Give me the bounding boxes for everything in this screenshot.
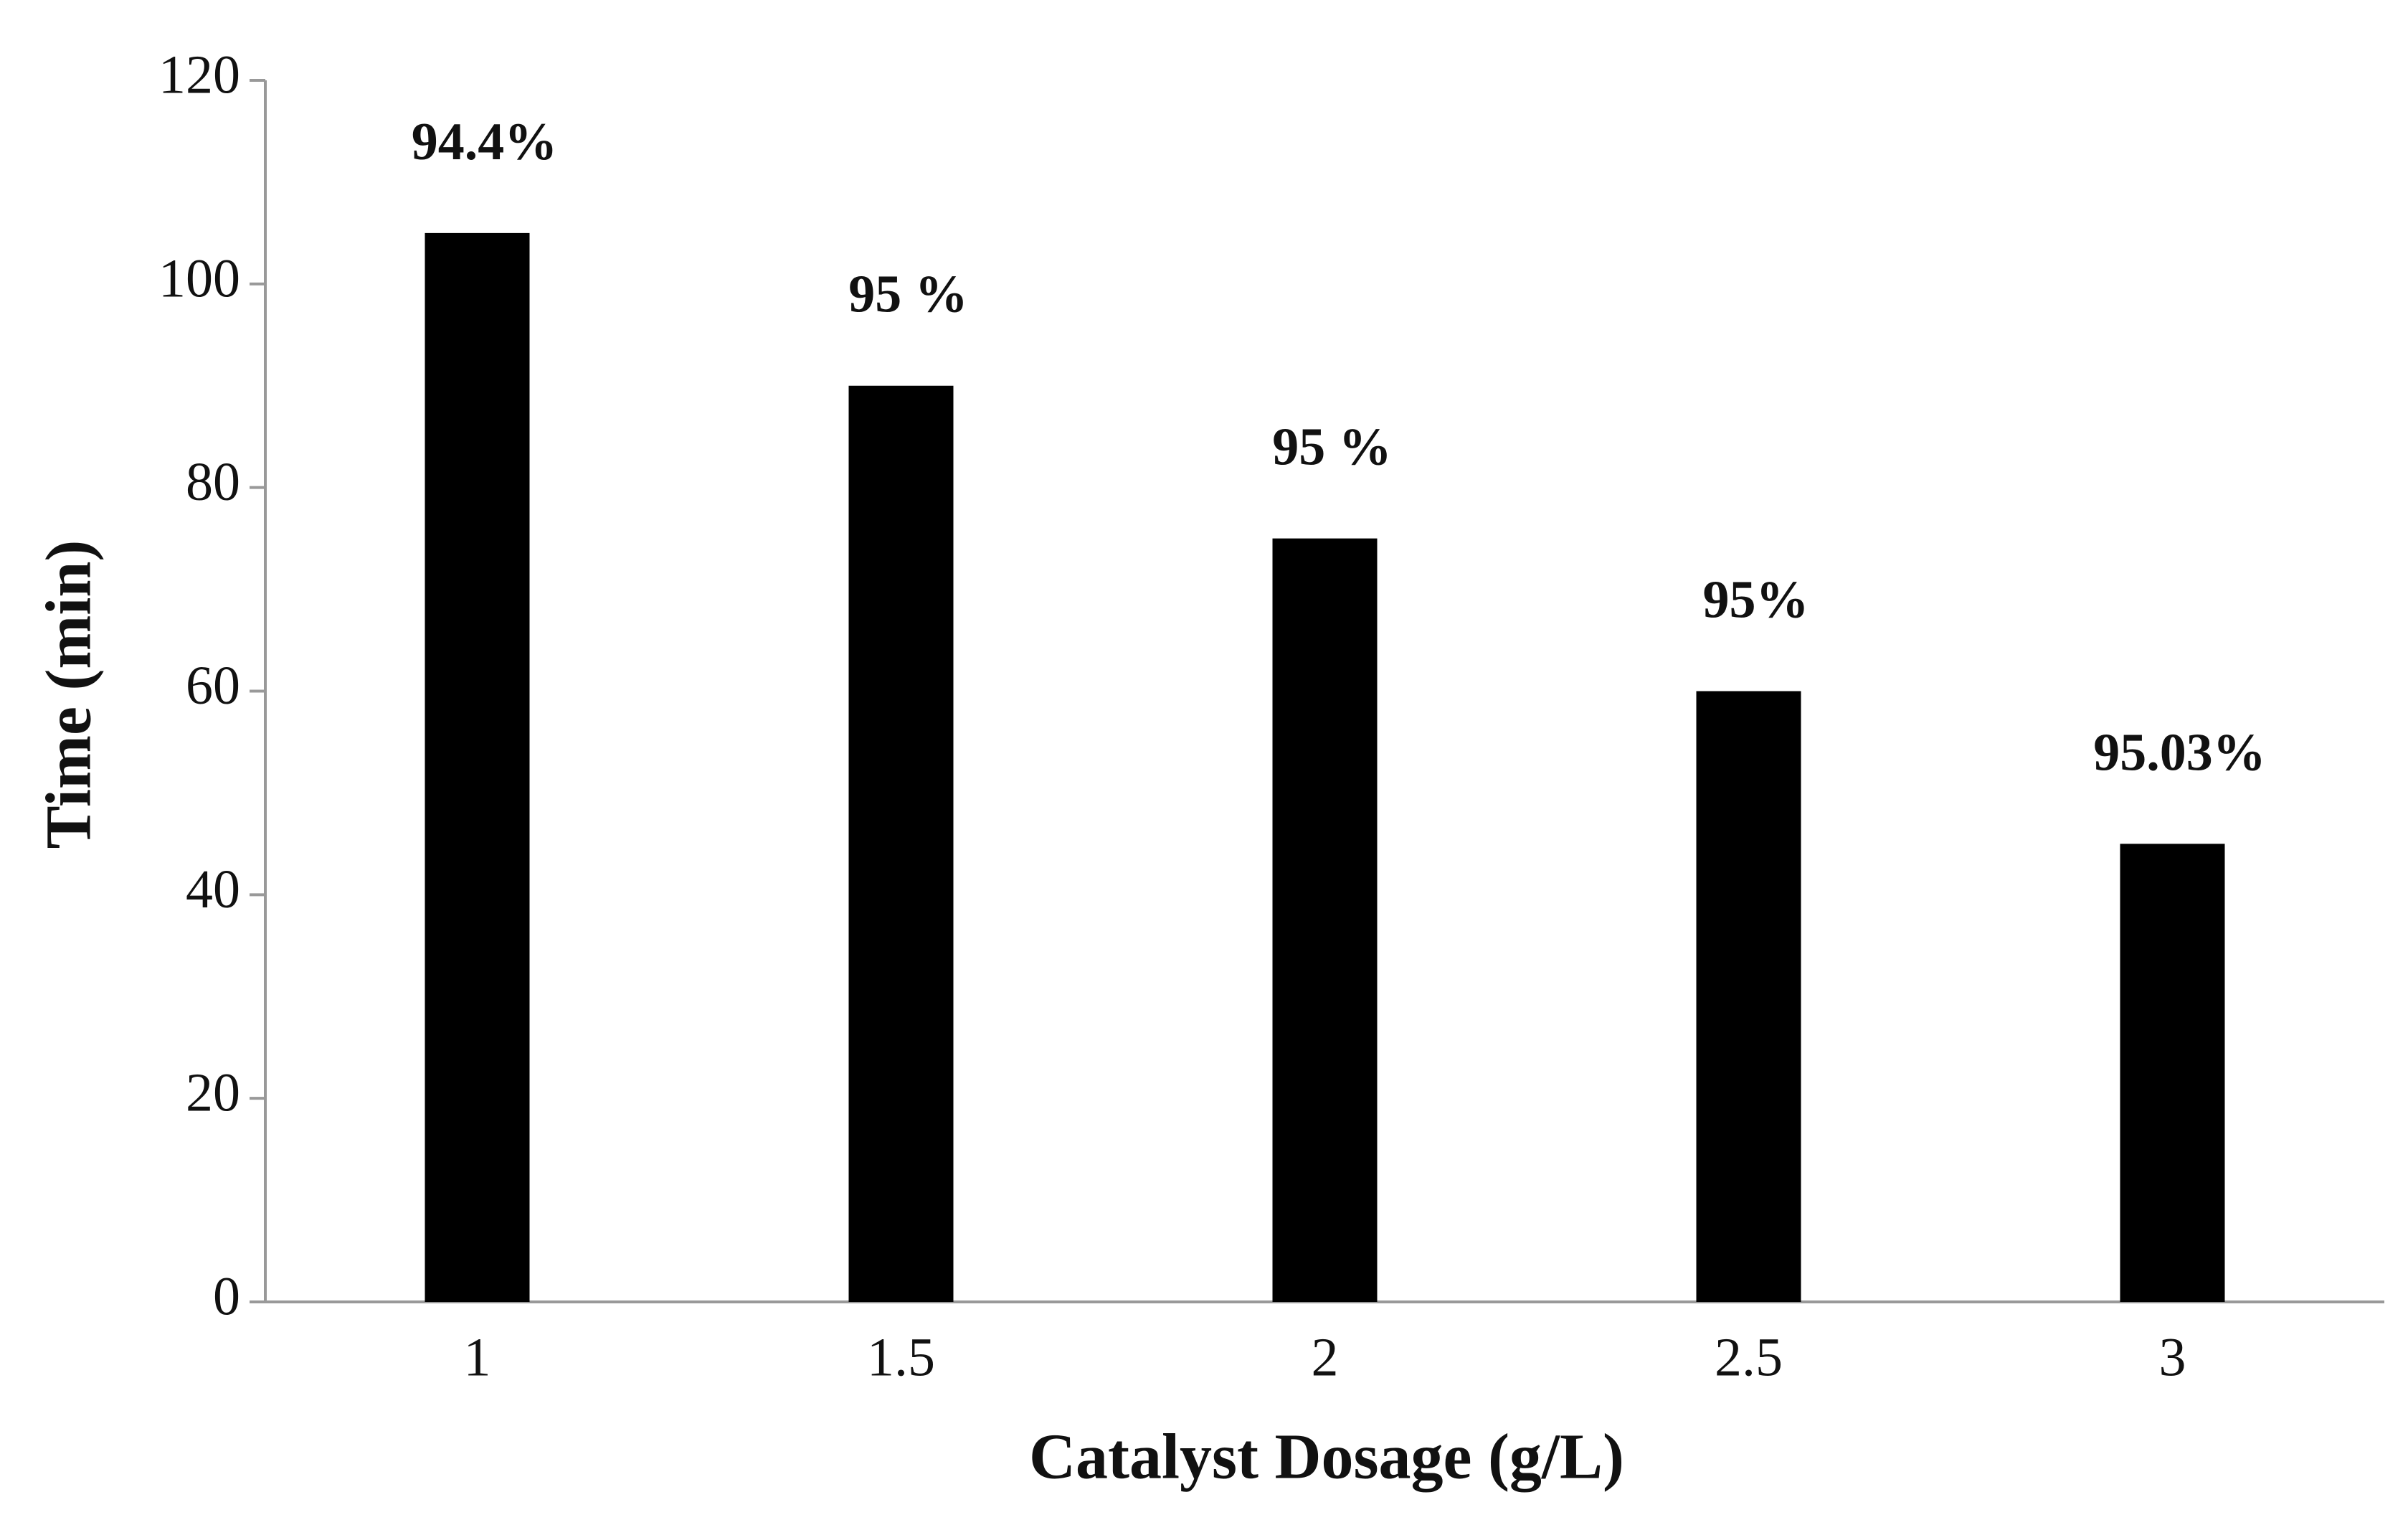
bar xyxy=(848,385,954,1302)
annotation: 95 % xyxy=(848,265,968,324)
x-tick-label: 2.5 xyxy=(1715,1327,1783,1387)
y-tick-label: 40 xyxy=(186,859,240,920)
y-tick-label: 0 xyxy=(213,1266,240,1326)
x-tick-label: 2 xyxy=(1312,1327,1339,1387)
x-tick-label: 1.5 xyxy=(867,1327,935,1387)
x-tick-label: 1 xyxy=(464,1327,491,1387)
y-tick-label: 80 xyxy=(186,452,240,512)
y-tick-label: 100 xyxy=(158,248,240,308)
annotation: 95 % xyxy=(1272,418,1392,477)
annotation: 95.03% xyxy=(2093,723,2266,782)
x-axis-title: Catalyst Dosage (g/L) xyxy=(1029,1422,1624,1493)
bar xyxy=(1696,691,1801,1302)
annotation: 95% xyxy=(1703,570,1809,629)
bar xyxy=(1272,538,1378,1302)
annotation: 94.4% xyxy=(412,113,558,171)
bar xyxy=(2120,844,2225,1302)
y-tick-label: 60 xyxy=(186,656,240,716)
bar xyxy=(425,232,530,1302)
y-axis-title: Time (min) xyxy=(34,540,105,849)
x-tick-label: 3 xyxy=(2159,1327,2186,1387)
y-tick-label: 20 xyxy=(186,1063,240,1123)
y-tick-label: 120 xyxy=(158,44,240,105)
